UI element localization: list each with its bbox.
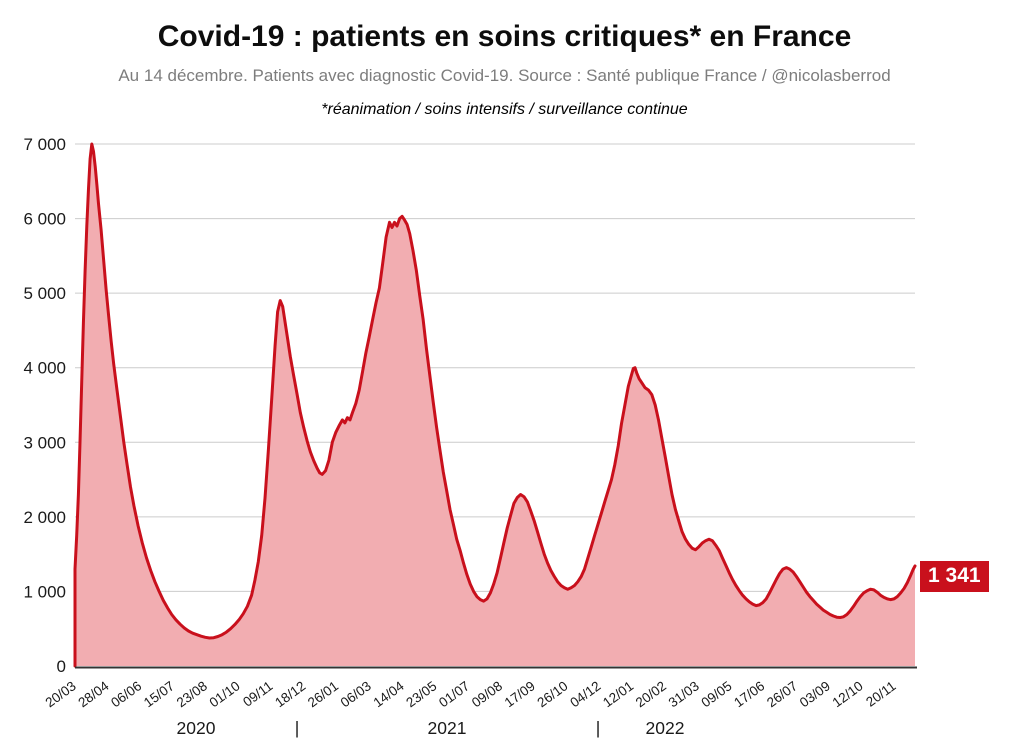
y-tick-label: 0 (57, 657, 66, 676)
year-label: 2020 (177, 718, 216, 738)
x-tick-label: 23/08 (174, 678, 210, 710)
x-tick-label: 06/03 (338, 678, 374, 710)
chart-subtitle: Au 14 décembre. Patients avec diagnostic… (118, 66, 891, 85)
x-tick-label: 26/07 (764, 678, 800, 710)
y-tick-label: 6 000 (23, 210, 66, 229)
y-tick-label: 1 000 (23, 582, 66, 601)
x-tick-label: 15/07 (141, 678, 177, 710)
x-tick-label: 31/03 (666, 678, 702, 710)
year-label: 2022 (646, 718, 685, 738)
x-tick-label: 26/10 (534, 678, 570, 710)
x-tick-label: 12/10 (830, 678, 866, 710)
year-separator: | (295, 718, 300, 738)
x-tick-label: 01/07 (436, 678, 472, 710)
x-tick-label: 04/12 (567, 678, 603, 710)
x-tick-label: 14/04 (371, 678, 408, 710)
page-title: Covid-19 : patients en soins critiques* … (157, 20, 852, 53)
x-tick-label: 09/05 (698, 678, 734, 710)
chart-footnote: *réanimation / soins intensifs / surveil… (321, 101, 688, 118)
x-tick-label: 12/01 (600, 678, 636, 710)
series-line (73, 142, 917, 668)
series-area-fill (75, 144, 915, 666)
y-tick-label: 2 000 (23, 508, 66, 527)
x-tick-label: 18/12 (272, 678, 308, 710)
chart-header: Covid-19 : patients en soins critiques* … (0, 0, 1009, 119)
year-separator: | (596, 718, 601, 738)
x-tick-label: 09/08 (469, 678, 505, 710)
y-tick-label: 3 000 (23, 433, 66, 452)
y-tick-label: 7 000 (23, 135, 66, 154)
x-tick-label: 28/04 (75, 678, 112, 710)
x-tick-label: 01/10 (207, 678, 243, 710)
year-label: 2021 (428, 718, 467, 738)
x-tick-label: 17/09 (502, 678, 538, 710)
y-tick-label: 5 000 (23, 284, 66, 303)
x-tick-label: 23/05 (403, 678, 439, 710)
x-tick-label: 26/01 (305, 678, 341, 710)
x-tick-label: 20/03 (43, 678, 79, 710)
x-tick-label: 06/06 (108, 678, 144, 710)
latest-value-badge: 1 341 (920, 561, 989, 592)
x-tick-label: 03/09 (797, 678, 833, 710)
y-tick-label: 4 000 (23, 359, 66, 378)
x-tick-label: 17/06 (731, 678, 767, 710)
x-tick-label: 20/11 (863, 678, 898, 709)
x-tick-label: 20/02 (633, 678, 669, 710)
x-tick-label: 09/11 (240, 678, 275, 709)
